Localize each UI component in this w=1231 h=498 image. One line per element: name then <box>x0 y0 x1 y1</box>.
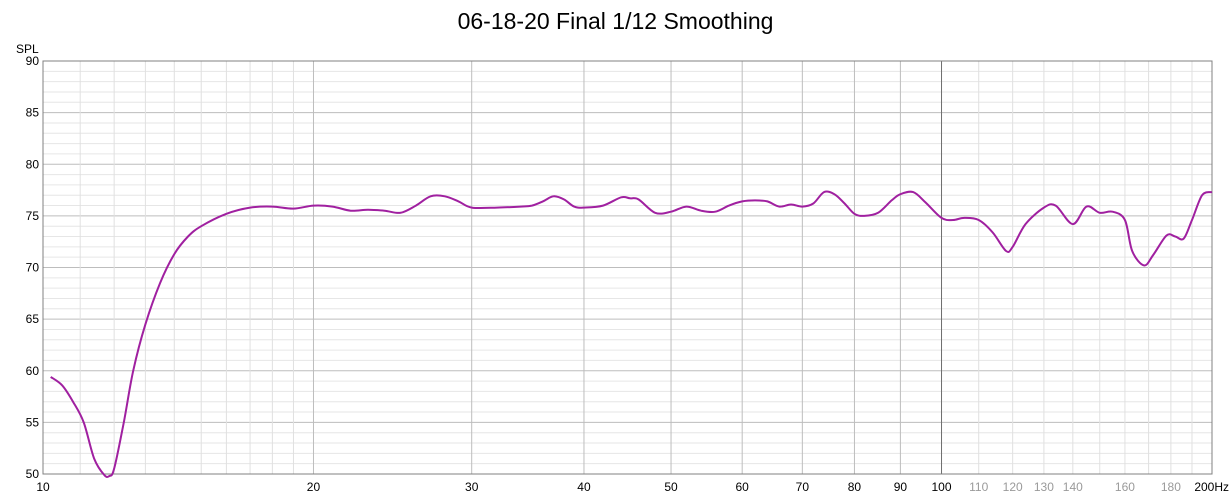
x-tick-label-minor: 160 <box>1115 480 1135 494</box>
x-tick-label: 80 <box>848 480 862 494</box>
y-axis-label: SPL <box>16 42 39 56</box>
y-tick-label: 60 <box>26 364 40 378</box>
x-tick-label-minor: 130 <box>1034 480 1054 494</box>
y-tick-labels: 50 55 60 65 70 75 80 85 90 <box>26 54 40 481</box>
y-tick-label: 50 <box>26 467 40 481</box>
x-tick-label-last: 200Hz <box>1194 480 1229 494</box>
x-tick-label-minor: 140 <box>1063 480 1083 494</box>
x-tick-label-minor: 120 <box>1003 480 1023 494</box>
plot-frame <box>42 60 1213 475</box>
plot-border <box>42 60 1213 475</box>
x-tick-label-minor: 180 <box>1161 480 1181 494</box>
series-layer <box>50 190 1213 479</box>
x-tick-label: 90 <box>894 480 908 494</box>
x-tick-labels: 10 20 30 40 50 60 70 80 90 100 110 120 130 140 160 180 2… <box>36 480 1229 494</box>
y-tick-label: 85 <box>26 106 40 120</box>
x-tick-label: 10 <box>36 480 50 494</box>
y-tick-label: 70 <box>26 261 40 275</box>
series-line-0 <box>50 190 1213 479</box>
x-tick-label: 60 <box>736 480 750 494</box>
x-tick-label: 70 <box>796 480 810 494</box>
y-tick-label: 75 <box>26 209 40 223</box>
grid <box>43 60 1212 475</box>
y-tick-label: 80 <box>26 157 40 171</box>
chart-title: 06-18-20 Final 1/12 Smoothing <box>457 8 774 34</box>
x-tick-label: 40 <box>577 480 591 494</box>
x-tick-label: 20 <box>307 480 321 494</box>
y-tick-label: 90 <box>26 54 40 68</box>
x-tick-label: 50 <box>664 480 678 494</box>
y-tick-label: 65 <box>26 312 40 326</box>
x-tick-label-minor: 110 <box>969 480 988 494</box>
x-tick-label: 100 <box>932 480 952 494</box>
x-tick-label: 30 <box>465 480 479 494</box>
y-tick-label: 55 <box>26 415 40 429</box>
